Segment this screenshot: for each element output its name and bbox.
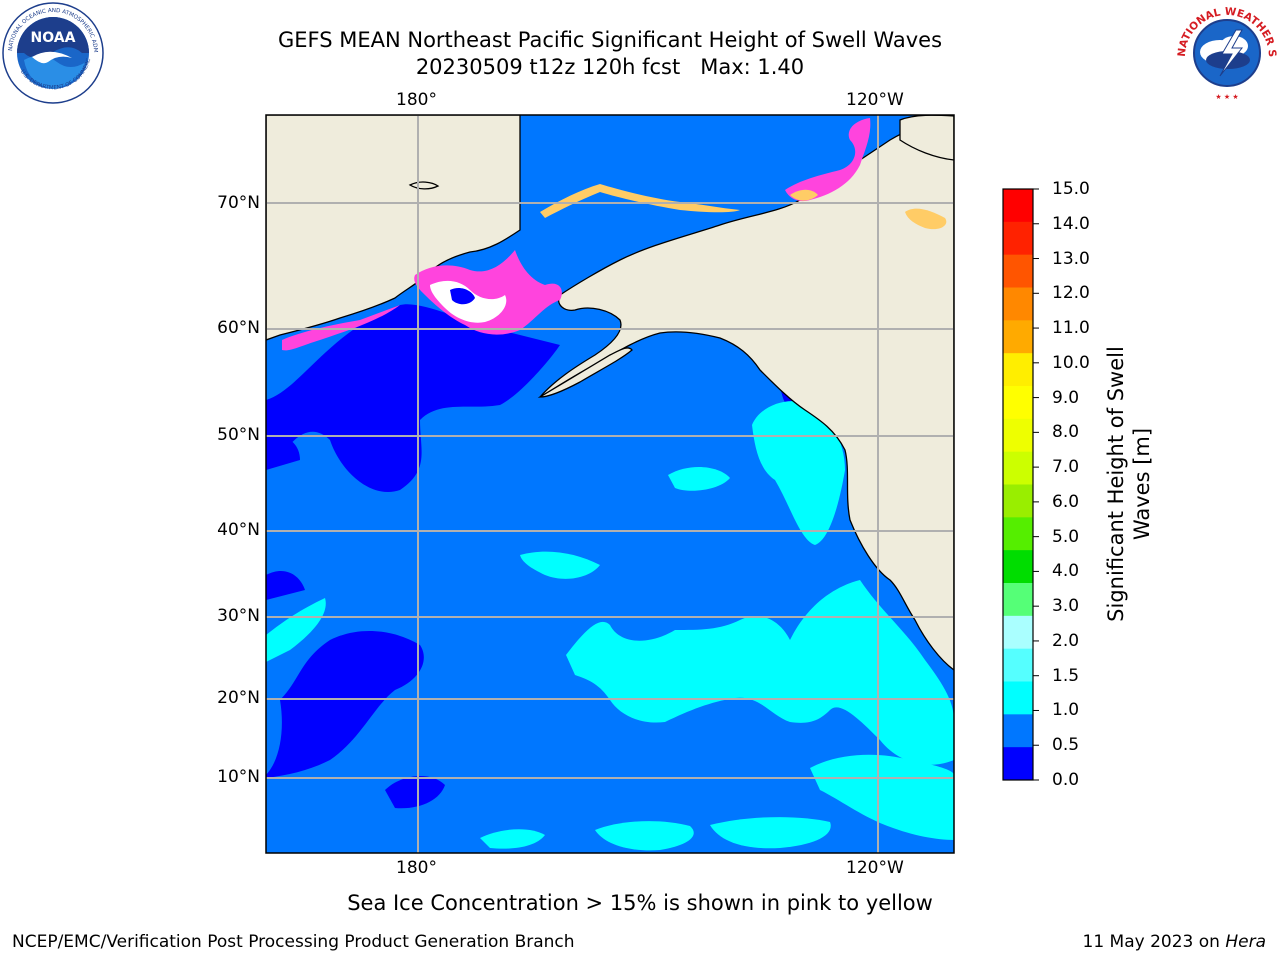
lon-label-bottom-120w: 120°W <box>846 858 904 878</box>
svg-text:★ ★ ★: ★ ★ ★ <box>1215 93 1238 101</box>
arctic-coast-ice <box>540 184 740 218</box>
lat-label-50n: 50°N <box>217 425 260 445</box>
lat-label-10n: 10°N <box>217 767 260 787</box>
swell-mid-regions <box>266 401 954 851</box>
colorbar-swatch <box>1003 418 1033 453</box>
colorbar-swatch <box>1003 550 1033 584</box>
colorbar-swatch <box>1003 648 1033 682</box>
colorbar-swatch <box>1003 517 1033 551</box>
sea-ice-note-text: Sea Ice Concentration > 15% is shown in … <box>347 891 933 915</box>
colorbar-tick-label: 2.0 <box>1052 630 1080 651</box>
colorbar-tick-label: 9.0 <box>1052 387 1080 408</box>
colorbar-tick-label: 0.5 <box>1052 735 1080 756</box>
trade-wind-mid-region <box>566 580 954 765</box>
sea-ice <box>282 118 947 351</box>
colorbar-swatch <box>1003 320 1033 354</box>
colorbar-swatch <box>1003 189 1033 223</box>
lon-label-top-120w: 120°W <box>846 90 904 110</box>
north-pacific-low-region <box>266 436 300 470</box>
offshore-mid-region <box>668 466 730 491</box>
colorbar <box>1003 188 1039 781</box>
colorbar-swatch <box>1003 451 1033 485</box>
lat-label-40n: 40°N <box>217 520 260 540</box>
map-frame <box>265 114 955 854</box>
colorbar-swatch <box>1003 583 1033 617</box>
colorbar-swatch <box>1003 681 1033 715</box>
footer-credit: NCEP/EMC/Verification Post Processing Pr… <box>12 932 575 952</box>
colorbar-tick-label: 8.0 <box>1052 422 1080 443</box>
map-subtitle: 20230509 t12z 120h fcst Max: 1.40 <box>415 55 805 79</box>
colorbar-title-text: Significant Height of Swell Waves [m] <box>1104 346 1154 622</box>
lat-label-60n: 60°N <box>217 318 260 338</box>
coastal-mid-region <box>752 401 845 545</box>
central-pacific-low-region <box>266 570 305 600</box>
colorbar-tick-label: 12.0 <box>1052 283 1090 304</box>
footer-date: 11 May 2023 on Hera <box>1083 932 1267 952</box>
colorbar-tick-label: 11.0 <box>1052 318 1090 339</box>
colorbar-swatch <box>1003 615 1033 650</box>
alaska-peninsula-land <box>537 347 633 398</box>
bering-ice <box>414 250 562 335</box>
colorbar-frame <box>1002 188 1034 781</box>
swell-low-regions <box>266 304 797 809</box>
south-mid-region <box>595 821 694 851</box>
equatorial-mid-region <box>810 754 954 840</box>
svg-text:NOAA: NOAA <box>31 30 76 46</box>
colorbar-tick-label: 13.0 <box>1052 248 1090 269</box>
canadian-arctic-ice <box>905 208 947 230</box>
colorbar-tick-label: 5.0 <box>1052 526 1080 547</box>
siberia-land <box>266 115 521 341</box>
colorbar-tick-label: 1.5 <box>1052 665 1080 686</box>
colorbar-tick-label: 0.0 <box>1052 770 1080 790</box>
lon-label-bottom-180: 180° <box>396 858 437 878</box>
colorbar-swatch <box>1003 254 1033 288</box>
colorbar-tick-label: 10.0 <box>1052 352 1090 373</box>
lat-label-20n: 20°N <box>217 688 260 708</box>
sea-ice-note: Sea Ice Concentration > 15% is shown in … <box>0 891 1280 915</box>
nws-logo-icon: NATIONAL WEATHER SERVICE ★ ★ ★ <box>1176 2 1278 103</box>
colorbar-title: Significant Height of Swell Waves [m] <box>1103 324 1155 644</box>
colorbar-tick-label: 15.0 <box>1052 179 1090 199</box>
bering-edge-ice <box>282 305 400 351</box>
colorbar-tick-label: 6.0 <box>1052 491 1080 512</box>
colorbar-tick-label: 4.0 <box>1052 561 1080 582</box>
bering-ice-core <box>450 287 475 305</box>
colorbar-tick-label: 3.0 <box>1052 596 1080 617</box>
west-mid-region <box>266 598 326 662</box>
victoria-island-land <box>899 115 954 161</box>
colorbar-swatch <box>1003 353 1033 387</box>
lat-label-30n: 30°N <box>217 606 260 626</box>
bering-low-region <box>266 304 560 492</box>
tropical-low-region <box>385 775 445 809</box>
lon-label-top-180: 180° <box>396 90 437 110</box>
colorbar-tick-label: 7.0 <box>1052 457 1080 478</box>
colorbar-swatch <box>1003 287 1033 321</box>
beaufort-ice-yellow <box>790 189 818 201</box>
colorbar-swatch <box>1003 386 1033 420</box>
south-west-mid-region <box>480 829 545 849</box>
colorbar-swatch <box>1003 484 1033 518</box>
land-masses <box>266 115 954 671</box>
colorbar-swatch <box>1003 747 1033 781</box>
colorbar-swatch <box>1003 714 1033 748</box>
colorbar-tick-label: 1.0 <box>1052 700 1080 721</box>
north-america-land <box>539 115 954 671</box>
colorbar-swatch <box>1003 221 1033 256</box>
hawaii-low-region <box>266 630 424 778</box>
subtropical-mid-region <box>520 551 600 579</box>
map-title: GEFS MEAN Northeast Pacific Significant … <box>277 28 943 52</box>
graticule <box>266 115 954 853</box>
south-east-mid-region <box>710 817 831 849</box>
colorbar-tick-label: 14.0 <box>1052 213 1090 234</box>
lat-label-70n: 70°N <box>217 193 260 213</box>
footer-date-text: 11 May 2023 on <box>1082 932 1220 952</box>
beaufort-ice <box>785 118 871 202</box>
footer-machine: Hera <box>1225 932 1266 952</box>
noaa-logo-icon: NOAA NATIONAL OCEANIC AND ATMOSPHERIC AD… <box>2 2 104 104</box>
